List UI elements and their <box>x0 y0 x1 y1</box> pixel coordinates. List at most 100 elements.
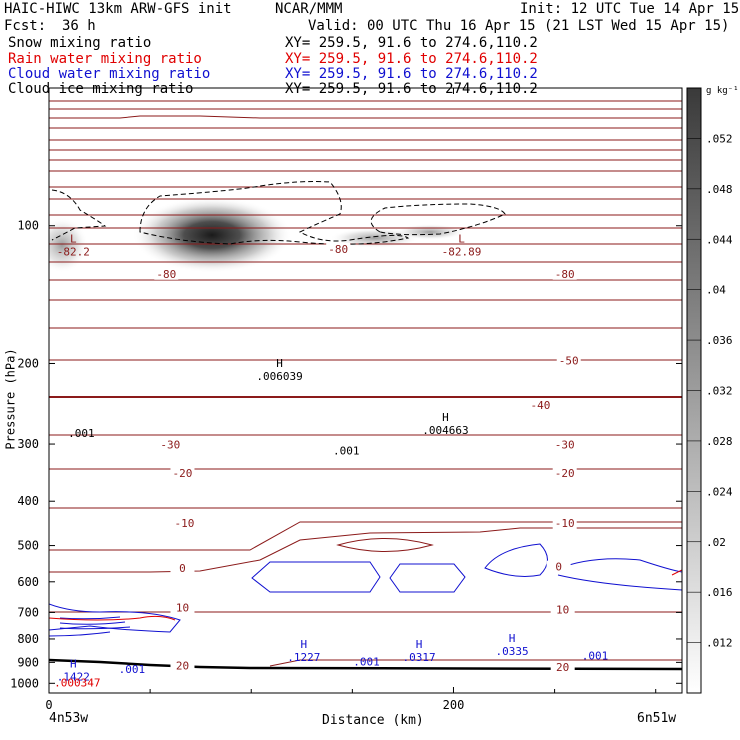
colorbar-tick-label: .044 <box>706 233 733 246</box>
temperature-label: 10 <box>176 601 189 614</box>
extremum-value: .004663 <box>422 424 468 437</box>
temperature-label: -30 <box>555 438 575 451</box>
temperature-label: 0 <box>179 562 186 575</box>
temperature-label-bg <box>158 438 183 451</box>
colorbar-tick-label: .012 <box>706 637 733 650</box>
isotherm <box>49 115 682 119</box>
water-contour <box>59 616 121 620</box>
y-tick-label: 100 <box>17 219 39 233</box>
x-axis: 0 200 <box>45 88 657 712</box>
temperature-contours <box>49 100 682 667</box>
extremum-symbol: H <box>276 357 283 370</box>
colorbar: .012 .016 .02 .024 .028 .032 .036 .04 .044 .048 .0… <box>686 87 733 694</box>
ice-contour <box>51 189 107 241</box>
temperature-label: -80 <box>328 243 348 256</box>
ice-contour <box>139 181 410 245</box>
temperature-label: 0 <box>555 561 562 574</box>
temperature-label-bg <box>170 467 195 480</box>
colorbar-tick-label: .02 <box>706 536 726 549</box>
y-tick-label: 800 <box>17 632 39 646</box>
temperature-label-bg <box>170 601 195 614</box>
y-tick-label: 400 <box>17 494 39 508</box>
contour-label: .001 <box>333 445 360 458</box>
rain-contour <box>49 615 176 621</box>
colorbar-tick-label: .024 <box>706 485 733 498</box>
y-tick-label: 600 <box>17 575 39 589</box>
cloud-ice-contours <box>51 181 506 245</box>
extremum-symbol: H <box>416 638 423 651</box>
extremum-value: .1422 <box>57 671 90 684</box>
snow-right <box>395 224 465 240</box>
temperature-label-bg <box>556 354 581 367</box>
extremum-value: .006039 <box>256 370 302 383</box>
field-water-name: Cloud water mixing ratio <box>8 66 211 82</box>
temperature-label-bg <box>550 603 575 616</box>
field-rain-name: Rain water mixing ratio <box>8 51 202 67</box>
extremum-value: .0335 <box>496 645 529 658</box>
left-location: 4n53w <box>49 711 89 726</box>
y-tick-label: 900 <box>17 655 39 669</box>
rain-contours <box>49 569 682 621</box>
x-tick-label: 0 <box>45 698 52 712</box>
temperature-label: -80 <box>555 268 575 281</box>
extremum-value: .1227 <box>287 651 320 664</box>
colorbar-tick-label: .036 <box>706 334 733 347</box>
water-contour <box>557 574 682 591</box>
extremum-symbol: H <box>509 632 516 645</box>
y-axis-label: Pressure (hPa) <box>3 348 18 450</box>
valid-time: Valid: 00 UTC Thu 16 Apr 15 (21 LST Wed … <box>308 18 730 34</box>
extremum-symbol: L <box>70 232 77 245</box>
isotherm <box>49 521 682 551</box>
temperature-label: -20 <box>173 467 193 480</box>
model-title: HAIC-HIWC 13km ARW-GFS init <box>4 1 232 17</box>
contour-label: .001 <box>582 650 609 663</box>
colorbar-tick-label: .052 <box>706 132 733 145</box>
water-contour <box>49 603 181 633</box>
isotherm <box>269 659 682 667</box>
y-tick-label: 200 <box>17 356 39 370</box>
field-ice-name: Cloud ice mixing ratio <box>8 81 194 97</box>
temperature-label: 10 <box>556 603 569 616</box>
temperature-label: -50 <box>559 354 579 367</box>
extremum-symbol: H <box>70 658 77 671</box>
cloud-water-contours <box>49 543 682 637</box>
temperature-label: -10 <box>175 517 195 530</box>
extremum-value: .0317 <box>403 651 436 664</box>
water-contour <box>59 626 131 630</box>
init-time: Init: 12 UTC Tue 14 Apr 15 <box>520 1 740 17</box>
water-contour <box>251 561 381 593</box>
contour-label: .001 <box>119 663 146 676</box>
field-ice-xy: XY= 259.5, 91.6 to 274.6,110.2 <box>285 81 538 97</box>
water-contour <box>484 543 548 577</box>
isotherm-closed <box>336 538 434 552</box>
ice-contour <box>370 203 506 236</box>
extremum-value: -82.2 <box>57 245 90 258</box>
field-water-xy: XY= 259.5, 91.6 to 274.6,110.2 <box>285 66 538 82</box>
temperature-label-bg <box>546 560 571 573</box>
rain-contour <box>671 569 682 576</box>
temperature-label: -10 <box>555 517 575 530</box>
extremum-symbol: H <box>301 638 308 651</box>
temperature-label-bg <box>552 467 577 480</box>
temperature-label-bg <box>528 399 553 412</box>
colorbar-tick-label: .048 <box>706 183 733 196</box>
water-contour <box>49 631 111 637</box>
contour-label: .001 <box>353 655 380 668</box>
colorbar-tick-label: .04 <box>706 284 726 297</box>
colorbar-tick-label: .032 <box>706 385 733 398</box>
isotherm <box>49 527 682 573</box>
temperature-label-bg <box>172 517 197 530</box>
extremum-value: -82.89 <box>442 245 482 258</box>
x-tick-label: 200 <box>443 698 465 712</box>
plot-frame <box>48 87 683 694</box>
field-snow-xy: XY= 259.5, 91.6 to 274.6,110.2 <box>285 35 538 51</box>
y-tick-label: 500 <box>17 539 39 553</box>
chart-labels: -80 -80 -80 -50 -40 -30 -30 -20 -20 -10 -10 0 0 10 10 2… <box>54 232 608 689</box>
temperature-label-bg <box>552 438 577 451</box>
temperature-label: -80 <box>156 268 176 281</box>
temperature-label: -40 <box>530 399 550 412</box>
water-contour <box>59 621 126 625</box>
temperature-label-bg <box>550 661 575 674</box>
colorbar-unit: g kg⁻¹ <box>706 86 739 96</box>
